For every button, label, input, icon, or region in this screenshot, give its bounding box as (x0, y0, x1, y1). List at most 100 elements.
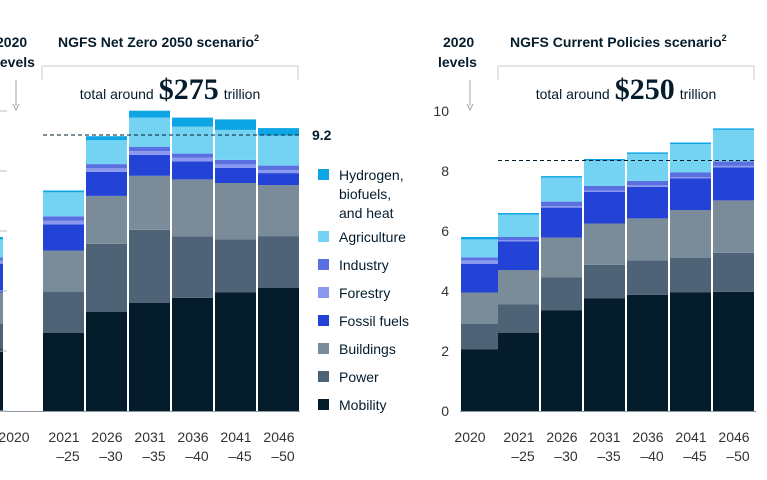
legend-label-5: Buildings (339, 341, 396, 357)
bar-segment-0-5-7 (215, 119, 256, 130)
legend-label-0: Hydrogen, biofuels, and heat (339, 167, 404, 221)
legend-label-2: Industry (339, 257, 389, 273)
x-tick-label-1-4: 2036 –40 (632, 429, 663, 464)
bar-segment-1-3-7 (584, 159, 625, 161)
y-tick-label-4: 8 (441, 163, 449, 179)
bar-segment-0-4-1 (172, 236, 213, 298)
right-baseline-arrow-head (466, 103, 474, 112)
bar-segment-1-1-6 (498, 214, 539, 237)
bar-segment-1-4-1 (627, 260, 668, 295)
bar-segment-1-6-6 (713, 129, 754, 162)
bar-segment-1-0-3 (461, 264, 502, 293)
legend-swatch-7 (318, 399, 329, 410)
bar-segment-0-3-5 (129, 147, 170, 152)
bar-segment-1-6-4 (713, 165, 754, 168)
bar-segment-1-2-1 (541, 277, 582, 311)
x-tick-label-0-0: 2020 (0, 429, 30, 445)
legend-swatch-3 (318, 287, 329, 298)
y-tick-label-0: 0 (441, 403, 449, 419)
x-tick-label-0-4: 2036 –40 (177, 429, 208, 464)
bar-segment-0-5-6 (215, 129, 256, 160)
bar-segment-0-1-6 (43, 192, 84, 217)
bar-segment-1-1-1 (498, 304, 539, 333)
bar-segment-1-6-3 (713, 167, 754, 201)
bar-segment-0-6-5 (258, 165, 299, 171)
bar-segment-1-2-5 (541, 201, 582, 207)
left-bars (0, 110, 299, 411)
bar-segment-0-6-2 (258, 185, 299, 237)
y-tick-label-1: 2 (441, 343, 449, 359)
x-tick-label-0-1: 2021 –25 (48, 429, 79, 464)
bar-segment-0-6-1 (258, 236, 299, 288)
left-baseline-label-line1: 2020 (0, 34, 27, 50)
bar-segment-1-3-6 (584, 160, 625, 186)
bar-segment-0-4-3 (172, 161, 213, 180)
bar-segment-0-3-0 (129, 303, 170, 411)
x-tick-label-1-0: 2020 (454, 429, 485, 445)
right-chart-title: NGFS Current Policies scenario2 (510, 33, 727, 50)
legend-label-6: Power (339, 369, 379, 385)
bar-segment-0-5-3 (215, 168, 256, 183)
bar-segment-1-0-5 (461, 257, 502, 261)
bar-segment-0-2-7 (86, 136, 127, 141)
bar-segment-1-1-3 (498, 241, 539, 270)
bar-segment-1-4-3 (627, 186, 668, 219)
bar-segment-1-2-2 (541, 237, 582, 278)
bar-segment-0-1-5 (43, 216, 84, 221)
bar-segment-1-5-1 (670, 258, 711, 293)
bar-segment-0-0-2 (0, 292, 3, 324)
bar-segment-1-4-7 (627, 152, 668, 154)
bar-segment-1-4-6 (627, 153, 668, 181)
right-y-tick-labels: 0 2 4 6 8 10 (433, 103, 449, 419)
bar-segment-0-4-5 (172, 153, 213, 158)
left-total-label: total around $275 trillion (80, 73, 261, 106)
bar-segment-1-2-6 (541, 177, 582, 202)
bar-segment-1-2-4 (541, 206, 582, 208)
x-tick-label-1-3: 2031 –35 (589, 429, 620, 464)
bar-segment-0-3-7 (129, 110, 170, 118)
legend-swatch-6 (318, 371, 329, 382)
bar-segment-0-3-4 (129, 151, 170, 155)
bar-segment-1-5-4 (670, 177, 711, 179)
bar-segment-0-1-0 (43, 333, 84, 411)
panel-current-policies: 2020 levels NGFS Current Policies scenar… (433, 33, 756, 464)
legend-swatch-1 (318, 231, 329, 242)
bar-segment-1-5-0 (670, 292, 711, 411)
bar-segment-0-4-7 (172, 117, 213, 127)
bar-segment-1-1-5 (498, 237, 539, 240)
bar-segment-1-0-7 (461, 237, 502, 240)
bar-segment-1-6-0 (713, 291, 754, 411)
panel-net-zero: 2020 levels NGFS Net Zero 2050 scenario2… (0, 33, 332, 464)
bar-segment-0-5-5 (215, 159, 256, 165)
left-baseline-arrow-head (12, 103, 20, 112)
bar-segment-1-0-6 (461, 239, 502, 258)
bar-segment-1-5-3 (670, 178, 711, 210)
bar-segment-0-2-5 (86, 164, 127, 169)
bar-segment-0-5-2 (215, 183, 256, 240)
legend-label-7: Mobility (339, 397, 386, 413)
bar-segment-0-2-4 (86, 168, 127, 172)
bar-segment-0-5-0 (215, 292, 256, 411)
bar-segment-1-1-4 (498, 240, 539, 242)
bar-segment-0-0-4 (0, 260, 3, 264)
bar-segment-0-0-1 (0, 324, 3, 350)
bar-segment-1-3-2 (584, 223, 625, 265)
legend: Hydrogen, biofuels, and heat Agriculture Ind… (318, 167, 409, 413)
bar-segment-0-0-3 (0, 264, 3, 293)
bar-segment-1-2-7 (541, 176, 582, 178)
right-baseline-label-line2: levels (438, 54, 477, 70)
bar-segment-0-2-6 (86, 140, 127, 165)
bar-segment-0-1-3 (43, 224, 84, 251)
x-tick-label-1-1: 2021 –25 (503, 429, 534, 464)
bar-segment-1-2-3 (541, 207, 582, 238)
bar-segment-1-3-0 (584, 298, 625, 411)
y-tick-label-2: 4 (441, 283, 449, 299)
bar-segment-0-0-6 (0, 239, 3, 258)
bar-segment-1-3-4 (584, 190, 625, 192)
bar-segment-0-4-0 (172, 297, 213, 411)
x-tick-label-0-6: 2046 –50 (263, 429, 294, 464)
bar-segment-0-5-1 (215, 239, 256, 293)
bar-segment-0-4-2 (172, 179, 213, 237)
bar-segment-0-6-3 (258, 173, 299, 186)
